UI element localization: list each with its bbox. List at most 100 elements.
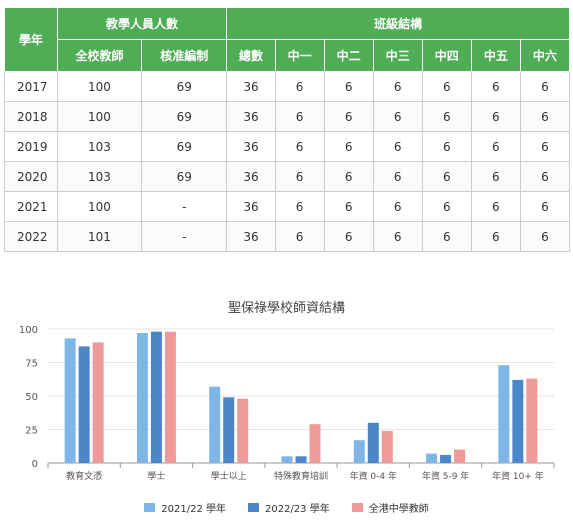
bar [526,378,538,463]
x-tick-label: 教育文憑 [66,470,102,482]
bar [64,338,76,463]
bar [440,454,452,463]
staff-table: 學年 教學人員人數 班級結構 全校教師 核准編制 總數 中一 中二 中三 中四 … [4,7,571,252]
col-header: 總數 [226,39,276,72]
bar [367,422,379,463]
table-cell: 100 [56,71,143,102]
table-cell: 103 [56,131,143,162]
table-cell: 6 [323,161,374,192]
table-cell: 6 [470,221,521,252]
table-cell: 69 [141,131,228,162]
bar [295,456,307,463]
bar [237,398,249,463]
legend-label: 全港中學教師 [368,504,429,515]
table-cell: 6 [421,71,472,102]
table-cell: 6 [372,221,423,252]
legend-swatch [248,503,259,512]
legend-label: 2021/22 學年 [161,504,226,515]
table-cell: 6 [323,131,374,162]
table-cell: 6 [519,221,571,252]
bar [136,333,148,463]
year-cell: 2018 [4,101,58,132]
table-row: 2022 101-36 6 6 6 6 6 6 [4,221,571,252]
table-cell: 6 [519,71,571,102]
legend-item[interactable]: 2021/22 學年 [144,500,226,515]
table-row: 2021 100-36 6 6 6 6 6 6 [4,191,571,222]
table-cell: 6 [470,101,521,132]
table-cell: 6 [421,101,472,132]
x-tick-label: 學士 [147,470,165,482]
x-tick-label: 年資 0-4 年 [350,470,397,482]
table-cell: 36 [226,221,276,252]
table-cell: - [141,221,228,252]
table-cell: 6 [274,191,325,222]
y-tick-label: 25 [25,426,38,437]
bar [498,365,510,463]
table-cell: 6 [519,131,571,162]
col-header: 全校教師 [56,39,143,72]
table-cell: 6 [421,191,472,222]
legend-swatch [351,503,363,512]
table-cell: 6 [519,101,571,132]
x-tick-label: 學士以上 [211,470,247,482]
bar [78,346,90,463]
bar [381,430,393,463]
col-header: 中三 [372,39,423,72]
table-row: 2017 100 69 36 6 6 6 6 6 6 [4,71,571,102]
table-row: 2018 100 69 36 6 6 6 6 6 6 [4,101,571,132]
y-tick-label: 100 [19,325,38,336]
x-tick-label: 年資 10+ 年 [492,470,544,482]
table-body: 2017 100 69 36 6 6 6 6 6 6 2018 100 69 36 6 6 6 6 6 6 2019 10… [4,71,571,252]
bar [150,331,162,463]
y-tick-label: 75 [25,359,38,370]
table-cell: 6 [274,131,325,162]
bar [512,379,524,463]
table-cell: 69 [141,161,228,192]
col-header: 中二 [323,39,374,72]
table-cell: 6 [323,221,374,252]
table-cell: 6 [372,161,423,192]
bar [164,331,176,463]
bar [353,440,365,463]
table-cell: - [141,191,228,222]
bar [281,456,293,463]
x-tick-label: 年資 5-9 年 [422,470,469,482]
table-cell: 36 [226,191,276,222]
bar [209,386,221,463]
bar [92,342,104,463]
chart-title: 聖保祿學校師資結構 [227,301,345,316]
table-cell: 100 [56,191,143,222]
table-cell: 6 [274,161,325,192]
table-cell: 6 [421,221,472,252]
year-header: 學年 [4,7,58,72]
table-cell: 103 [56,161,143,192]
legend-item[interactable]: 2022/23 學年 [248,500,330,515]
col-header: 中一 [274,39,325,72]
legend-label: 2022/23 學年 [265,504,330,515]
legend-item[interactable]: 全港中學教師 [351,500,429,515]
table-cell: 101 [56,221,143,252]
table-cell: 6 [470,131,521,162]
y-tick-label: 50 [25,392,38,403]
year-cell: 2021 [4,191,58,222]
table-cell: 6 [470,161,521,192]
col-header: 核准編制 [141,39,228,72]
year-cell: 2019 [4,131,58,162]
x-tick-label: 特殊教育培訓 [274,470,328,482]
legend-swatch [144,503,156,512]
bar [454,449,466,463]
table-cell: 36 [226,161,276,192]
bar [309,424,321,463]
table-cell: 69 [141,101,228,132]
chart-legend: 2021/22 學年 2022/23 學年 全港中學教師 [0,500,573,515]
y-tick-label: 0 [32,459,38,470]
year-cell: 2020 [4,161,58,192]
table-cell: 100 [56,101,143,132]
table-cell: 6 [323,101,374,132]
table-cell: 6 [274,221,325,252]
table-cell: 6 [421,161,472,192]
table-cell: 69 [141,71,228,102]
table-cell: 6 [519,161,571,192]
year-cell: 2022 [4,221,58,252]
